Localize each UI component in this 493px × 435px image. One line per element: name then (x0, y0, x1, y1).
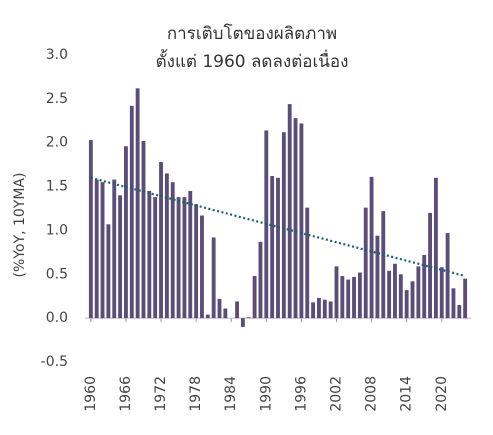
y-tick-label: 2.5 (46, 91, 68, 107)
bar (217, 298, 222, 319)
bar (106, 224, 111, 319)
y-tick-label: 3.0 (46, 47, 68, 63)
bar (135, 88, 140, 319)
bar (433, 177, 438, 319)
bar (293, 118, 298, 319)
y-axis-label: (%YoY, 10YMA) (12, 173, 28, 278)
bar (416, 266, 421, 319)
bar (340, 276, 345, 319)
bar (439, 267, 444, 319)
bar (94, 179, 99, 319)
bar (451, 288, 456, 319)
y-tick-label: 1.0 (46, 222, 68, 238)
bar (445, 233, 450, 319)
bar (182, 197, 187, 319)
bar (334, 266, 339, 319)
bar (322, 299, 327, 319)
bar (258, 241, 263, 319)
bar (170, 182, 175, 319)
bar (369, 176, 374, 319)
y-tick-label: 0.0 (46, 310, 68, 326)
bar (147, 190, 152, 319)
bar (346, 279, 351, 319)
bar (200, 215, 204, 319)
x-tick-label: 1972 (153, 376, 169, 412)
bar (176, 197, 181, 319)
x-tick-label: 2020 (434, 376, 450, 412)
bar (240, 318, 245, 327)
bar (88, 140, 93, 319)
bar (422, 254, 427, 319)
bar (410, 281, 415, 319)
bar (428, 212, 432, 319)
x-tick-label: 1960 (83, 376, 99, 412)
y-tick-label: -0.5 (41, 354, 68, 370)
chart-title: การเติบโตของผลิตภาพ (167, 23, 337, 44)
bar (153, 197, 158, 319)
bar (118, 195, 123, 319)
bar (299, 123, 304, 319)
bar (381, 211, 386, 319)
bar (141, 140, 146, 319)
bar (188, 190, 193, 319)
bar (352, 276, 356, 319)
bar (129, 105, 134, 319)
bar (404, 290, 409, 319)
y-tick-label: 2.0 (46, 135, 68, 151)
bar (100, 182, 105, 319)
bar (252, 276, 257, 319)
x-tick-label: 2008 (364, 376, 380, 412)
x-tick-label: 1978 (188, 376, 204, 412)
bar (398, 274, 403, 319)
bar (463, 278, 468, 319)
x-tick-label: 2014 (399, 376, 415, 412)
bar (124, 146, 128, 319)
x-tick-label: 1990 (258, 376, 274, 412)
bar (357, 272, 362, 319)
bar (223, 308, 228, 319)
bar (246, 317, 251, 319)
bar (363, 207, 368, 319)
bar (317, 297, 321, 319)
bar (211, 237, 216, 319)
bar (159, 162, 163, 319)
bar (112, 179, 117, 319)
x-tick-label: 2002 (328, 376, 344, 412)
trend-line (90, 176, 466, 278)
bar (281, 132, 286, 319)
bar (164, 173, 169, 319)
x-tick-label: 1984 (223, 376, 239, 412)
bar (311, 302, 316, 319)
bar (270, 176, 275, 319)
x-tick-label: 1996 (293, 376, 309, 412)
bar (457, 304, 462, 319)
bar (205, 314, 210, 319)
bar (276, 177, 280, 319)
x-tick-label: 1966 (118, 376, 134, 412)
bar (235, 301, 239, 319)
y-tick-label: 1.5 (46, 179, 68, 195)
bar (305, 207, 310, 319)
y-tick-label: 0.5 (46, 266, 68, 282)
chart-subtitle: ตั้งแต่ 1960 ลดลงต่อเนื่อง (156, 49, 349, 72)
bar (387, 270, 392, 319)
bar (194, 204, 199, 319)
bar (328, 301, 333, 319)
bar (287, 104, 292, 319)
bar (393, 263, 397, 319)
bar (375, 235, 380, 319)
